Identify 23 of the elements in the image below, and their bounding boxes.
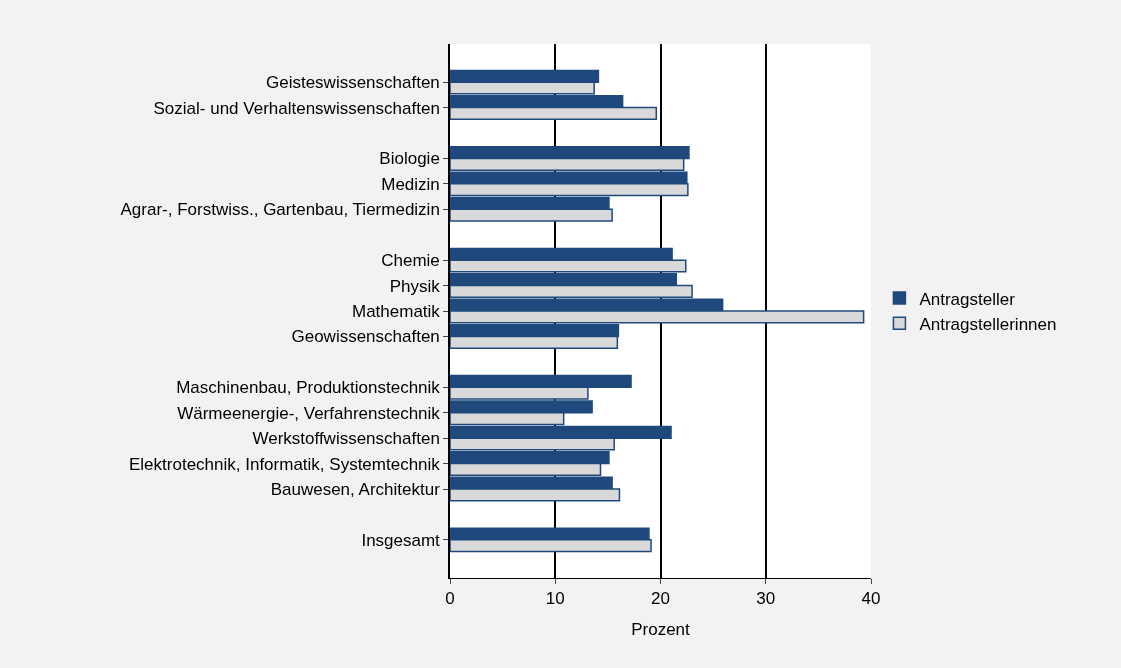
legend-label: Antragsteller (919, 289, 1016, 309)
y-tick-label: Biologie (379, 149, 440, 169)
x-tick-label: 0 (445, 589, 455, 609)
y-tick-label: Mathematik (351, 301, 441, 321)
y-tick-label: Medizin (381, 174, 440, 194)
y-tick-label: Wärmeenergie-, Verfahrenstechnik (177, 403, 441, 423)
x-axis-title: Prozent (631, 619, 691, 639)
y-tick-label: Maschinenbau, Produktionstechnik (176, 378, 441, 398)
x-tick-label: 30 (756, 589, 776, 609)
y-tick-label: Sozial- und Verhaltenswissenschaften (153, 98, 440, 118)
y-tick-label: Werkstoffwissenschaften (252, 429, 440, 449)
y-tick-label: Geisteswissenschaften (265, 73, 440, 93)
y-tick-label: Geowissenschaften (291, 327, 440, 347)
legend-label: Antragstellerinnen (919, 314, 1057, 334)
x-tick-label: 40 (861, 589, 881, 609)
y-tick-label: Agrar-, Forstwiss., Gartenbau, Tiermedizin (120, 200, 440, 220)
y-tick-label: Insgesamt (361, 530, 441, 550)
x-tick-label: 20 (651, 589, 670, 609)
x-tick-label: 10 (545, 589, 565, 609)
y-tick-label: Bauwesen, Architektur (270, 479, 441, 499)
y-tick-label: Elektrotechnik, Informatik, Systemtechnik (129, 454, 441, 474)
y-tick-label: Physik (389, 276, 441, 296)
y-tick-label: Chemie (381, 251, 440, 271)
